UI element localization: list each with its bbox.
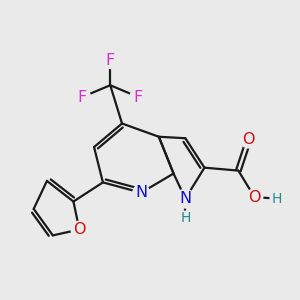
Circle shape [179, 211, 192, 224]
Text: O: O [248, 190, 261, 205]
Circle shape [133, 184, 149, 201]
Circle shape [176, 189, 195, 208]
Circle shape [246, 189, 263, 206]
Text: H: H [180, 211, 190, 225]
Circle shape [74, 89, 91, 105]
Text: F: F [106, 53, 115, 68]
Text: N: N [135, 185, 147, 200]
Text: F: F [78, 89, 87, 104]
Circle shape [71, 221, 88, 238]
Text: O: O [73, 222, 86, 237]
Text: H: H [272, 192, 282, 206]
Circle shape [102, 52, 119, 68]
Text: N: N [179, 191, 191, 206]
Text: O: O [242, 132, 255, 147]
Circle shape [240, 131, 257, 148]
Text: F: F [134, 89, 143, 104]
Circle shape [270, 192, 283, 205]
Circle shape [130, 89, 146, 105]
